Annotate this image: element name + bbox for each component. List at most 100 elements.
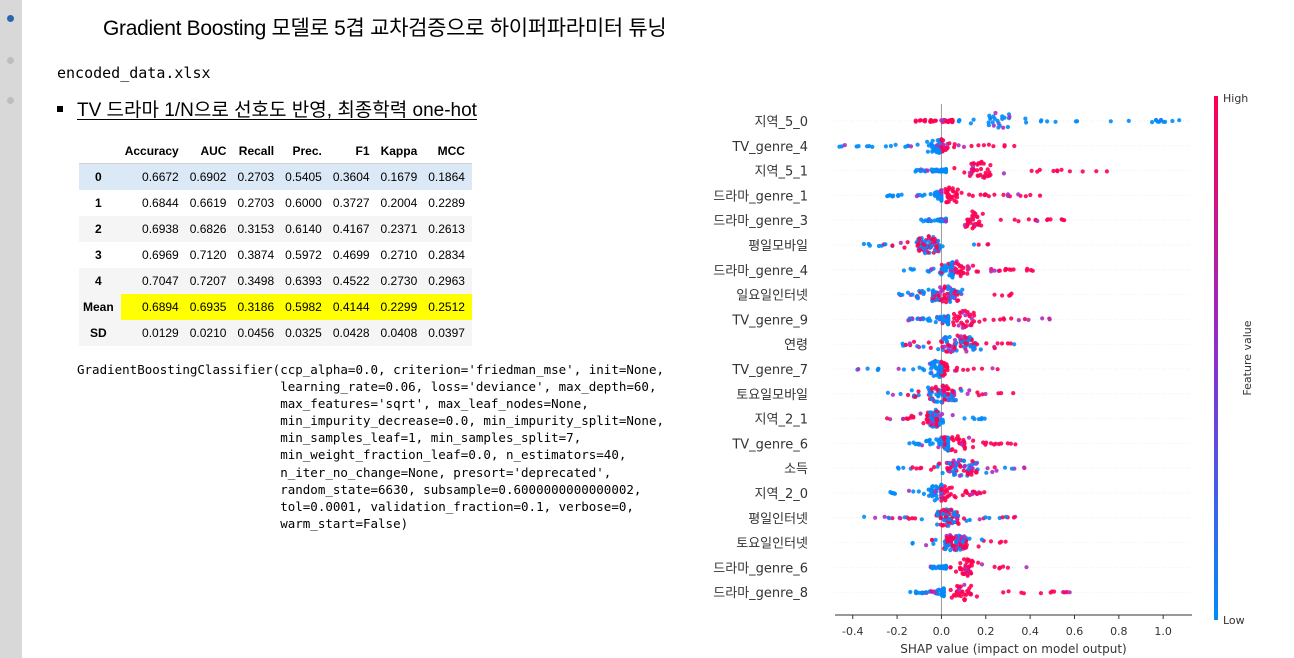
shap-point — [916, 389, 920, 393]
shap-point — [935, 388, 939, 392]
shap-point — [919, 466, 923, 470]
shap-point — [949, 565, 953, 569]
shap-point — [928, 371, 932, 375]
shap-point — [1013, 442, 1017, 446]
shap-point — [964, 349, 968, 353]
shap-point — [931, 484, 935, 488]
shap-point — [994, 442, 998, 446]
shap-point — [939, 138, 943, 142]
shap-point — [897, 467, 901, 471]
shap-point — [951, 390, 955, 394]
shap-point — [929, 245, 933, 249]
column-header: Recall — [233, 139, 281, 164]
shap-point — [991, 120, 995, 124]
shap-point — [1001, 515, 1005, 519]
shap-point — [917, 168, 921, 172]
shap-point — [887, 516, 891, 520]
table-cell: 0.3874 — [233, 242, 281, 268]
shap-point — [938, 364, 942, 368]
table-cell: 0.0129 — [121, 320, 186, 346]
shap-point — [968, 314, 972, 318]
shap-point — [976, 174, 980, 178]
slide-title: Gradient Boosting 모델로 5겹 교차검증으로 하이퍼파라미터 … — [103, 12, 666, 42]
shap-point — [952, 520, 956, 524]
shap-point — [967, 436, 971, 440]
feature-label: 지역_2_0 — [755, 487, 808, 502]
feature-label: 토요일인터넷 — [736, 537, 808, 552]
shap-point — [926, 269, 930, 273]
shap-point — [998, 317, 1002, 321]
shap-point — [916, 143, 920, 147]
shap-point — [897, 367, 901, 371]
x-tick-label: 0.2 — [977, 625, 995, 638]
shap-point — [929, 361, 933, 365]
table-cell: 0.2371 — [377, 216, 425, 242]
column-header: Prec. — [281, 139, 329, 164]
shap-point — [1009, 341, 1013, 345]
data-filename: encoded_data.xlsx — [57, 64, 211, 82]
shap-point — [1031, 269, 1035, 273]
table-cell: 0.1679 — [377, 164, 425, 191]
table-cell: 0.6844 — [121, 190, 186, 216]
shap-point — [940, 263, 944, 267]
slide-nav-dot[interactable] — [7, 57, 14, 64]
table-cell: 0.4167 — [329, 216, 377, 242]
shap-point — [1038, 194, 1042, 198]
table-cell: 0.3727 — [329, 190, 377, 216]
x-tick-label: 0.8 — [1110, 625, 1128, 638]
shap-point — [938, 150, 942, 154]
shap-point — [950, 265, 954, 269]
shap-point — [948, 466, 952, 470]
shap-point — [965, 272, 969, 276]
shap-point — [866, 367, 870, 371]
shap-point — [980, 392, 984, 396]
shap-point — [944, 300, 948, 304]
shap-point — [935, 143, 939, 147]
shap-point — [1009, 316, 1013, 320]
shap-point — [961, 572, 965, 576]
shap-point — [902, 367, 906, 371]
shap-point — [946, 146, 950, 150]
shap-point — [1055, 168, 1059, 172]
table-row: 0 0.6672 0.6902 0.2703 0.5405 0.3604 0.1… — [79, 164, 472, 191]
shap-point — [952, 458, 956, 462]
shap-point — [953, 449, 957, 453]
shap-point — [884, 144, 888, 148]
shap-point — [938, 315, 942, 319]
table-cell: 0.1864 — [424, 164, 472, 191]
shap-point — [1051, 169, 1055, 173]
shap-point — [1024, 565, 1028, 569]
table-cell: 0.7047 — [121, 268, 186, 294]
shap-point — [947, 185, 951, 189]
slide-nav-dot-active[interactable] — [7, 15, 14, 22]
shap-point — [1035, 170, 1039, 174]
table-cell: 0.7207 — [186, 268, 234, 294]
shap-point — [1060, 217, 1064, 221]
shap-point — [891, 393, 895, 397]
shap-point — [993, 111, 997, 115]
shap-point — [965, 319, 969, 323]
shap-point — [929, 346, 933, 350]
shap-point — [939, 488, 943, 492]
shap-point — [959, 344, 963, 348]
shap-point — [1063, 590, 1067, 594]
shap-point — [876, 367, 880, 371]
shap-point — [932, 291, 936, 295]
shap-point — [926, 169, 930, 173]
shap-point — [946, 196, 950, 200]
shap-point — [1052, 590, 1056, 594]
shap-point — [939, 493, 943, 497]
shap-point — [938, 566, 942, 570]
x-tick-label: -0.2 — [886, 625, 907, 638]
shap-point — [935, 246, 939, 250]
shap-point — [971, 194, 975, 198]
shap-point — [966, 574, 970, 578]
shap-point — [941, 471, 945, 475]
slide-nav-dot[interactable] — [7, 97, 14, 104]
shap-point — [1006, 125, 1010, 129]
feature-label: 드라마_genre_8 — [713, 586, 808, 601]
shap-point — [971, 439, 975, 443]
shap-point — [918, 317, 922, 321]
feature-label: 지역_5_0 — [755, 115, 808, 130]
shap-point — [929, 267, 933, 271]
